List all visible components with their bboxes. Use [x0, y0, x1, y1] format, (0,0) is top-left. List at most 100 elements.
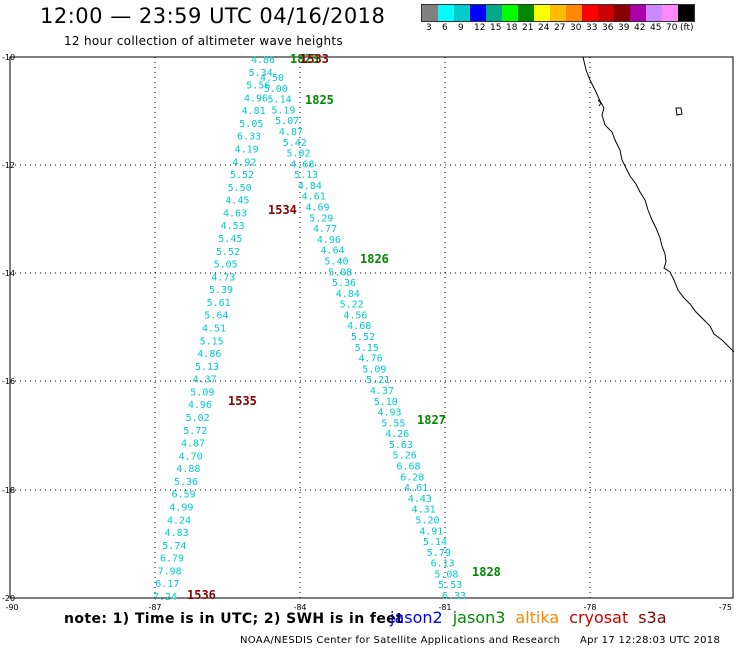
- swh-value: 5.20: [415, 515, 439, 526]
- swh-value: 5.61: [207, 298, 231, 309]
- swh-value: 5.52: [351, 332, 375, 343]
- legend-label: 33: [586, 23, 598, 33]
- swh-value: 4.61: [404, 483, 428, 494]
- lon-label: -81: [438, 603, 451, 612]
- swh-value: 4.83: [165, 528, 189, 539]
- swh-value: 5.14: [268, 95, 292, 106]
- satellite-jason3: jason3: [452, 608, 506, 627]
- lon-label: -87: [148, 603, 161, 612]
- swh-value: 4.64: [321, 246, 345, 257]
- legend-swatch: [598, 5, 614, 21]
- legend-swatch: [534, 5, 550, 21]
- legend-label: 70: [666, 23, 678, 33]
- legend-swatch: [470, 5, 486, 21]
- swh-value: 5.09: [362, 364, 386, 375]
- map-frame: [9, 56, 734, 599]
- legend-swatch: [422, 5, 438, 21]
- lon-label: -84: [293, 603, 306, 612]
- swh-value: 4.96: [317, 235, 341, 246]
- swh-value: 5.52: [230, 170, 254, 181]
- swh-value: 5.63: [389, 440, 413, 451]
- track-time-label: 1534: [268, 203, 297, 217]
- legend-label: 18: [506, 23, 518, 33]
- swh-value: 4.86: [197, 349, 221, 360]
- lat-label: -16: [2, 377, 15, 386]
- track-time-label: 1823: [290, 52, 319, 66]
- swh-value: 5.45: [218, 234, 242, 245]
- swh-value: 5.14: [423, 537, 447, 548]
- lat-label: -12: [2, 161, 15, 170]
- swh-value: 5.39: [209, 285, 233, 296]
- swh-value: 4.61: [302, 192, 326, 203]
- swh-value: 5.74: [162, 541, 186, 552]
- swh-value: 4.50: [260, 73, 284, 84]
- swh-value: 5.64: [204, 311, 228, 322]
- east-track: 4.505.005.145.195.074.875.425.024.685.13…: [260, 73, 466, 602]
- swh-value: 4.51: [202, 324, 226, 335]
- swh-value: 4.68: [347, 321, 371, 332]
- legend-label: 3: [426, 23, 432, 33]
- swh-value: 4.84: [298, 181, 322, 192]
- legend-label: 30: [570, 23, 582, 33]
- swh-value: 5.22: [340, 300, 364, 311]
- swh-value: 5.26: [393, 451, 417, 462]
- swh-value: 5.72: [183, 426, 207, 437]
- satellite-altika: altika: [515, 608, 560, 627]
- swh-value: 4.24: [167, 515, 191, 526]
- swh-value: 4.96: [188, 400, 212, 411]
- swh-value: 5.19: [271, 105, 295, 116]
- swh-value: 6.17: [155, 579, 179, 590]
- legend-swatch: [486, 5, 502, 21]
- swh-value: 4.77: [313, 224, 337, 235]
- swh-value: 4.86: [251, 55, 275, 66]
- swh-value: 4.87: [279, 127, 303, 138]
- swh-value: 4.26: [385, 429, 409, 440]
- swh-value: 4.84: [336, 289, 360, 300]
- swh-value: 4.69: [305, 203, 329, 214]
- swh-value: 5.40: [324, 256, 348, 267]
- legend-swatch: [678, 5, 694, 21]
- footer-timestamp: Apr 17 12:28:03 UTC 2018: [580, 635, 721, 646]
- swh-value: 5.02: [186, 413, 210, 424]
- note-text: note: 1) Time is in UTC; 2) SWH is in fe…: [64, 611, 404, 627]
- legend-swatch: [582, 5, 598, 21]
- swh-value: 6.13: [431, 559, 455, 570]
- swh-value: 5.50: [228, 183, 252, 194]
- swh-value: 5.13: [294, 170, 318, 181]
- swh-value: 5.08: [328, 267, 352, 278]
- legend-label: (ft): [680, 23, 694, 33]
- island-outline: [675, 107, 683, 116]
- map-title: 12:00 — 23:59 UTC 04/16/2018: [40, 4, 386, 28]
- swh-value: 6.28: [400, 472, 424, 483]
- swh-value: 4.70: [179, 451, 203, 462]
- coastline: [582, 56, 735, 353]
- swh-value: 5.07: [275, 116, 299, 127]
- lat-label: -18: [2, 486, 15, 495]
- color-legend: [421, 4, 695, 22]
- swh-value: 5.79: [427, 548, 451, 559]
- lon-label: -90: [5, 603, 18, 612]
- legend-label: 12: [474, 23, 486, 33]
- legend-label: 45: [650, 23, 662, 33]
- swh-value: 4.93: [377, 408, 401, 419]
- time-labels: 1534 1535 1536 1823 1825 1826 1827 1828 1533: [187, 52, 501, 602]
- legend-swatch: [550, 5, 566, 21]
- legend-label: 9: [458, 23, 464, 33]
- swh-value: 6.68: [396, 462, 420, 473]
- legend-swatch: [662, 5, 678, 21]
- swh-value: 4.56: [343, 310, 367, 321]
- lon-label: -75: [719, 603, 732, 612]
- legend-label: 27: [554, 23, 566, 33]
- lon-label: -78: [583, 603, 596, 612]
- satellite-cryosat: cryosat: [569, 608, 629, 627]
- swh-value: 5.29: [309, 213, 333, 224]
- swh-value: 4.92: [232, 157, 256, 168]
- swh-value: 5.53: [438, 580, 462, 591]
- swh-value: 4.76: [359, 354, 383, 365]
- swh-value: 4.37: [193, 375, 217, 386]
- legend-swatch: [502, 5, 518, 21]
- satellite-jason2: jason2: [390, 608, 443, 627]
- legend-label: 15: [490, 23, 502, 33]
- coastline-detail: [597, 99, 602, 107]
